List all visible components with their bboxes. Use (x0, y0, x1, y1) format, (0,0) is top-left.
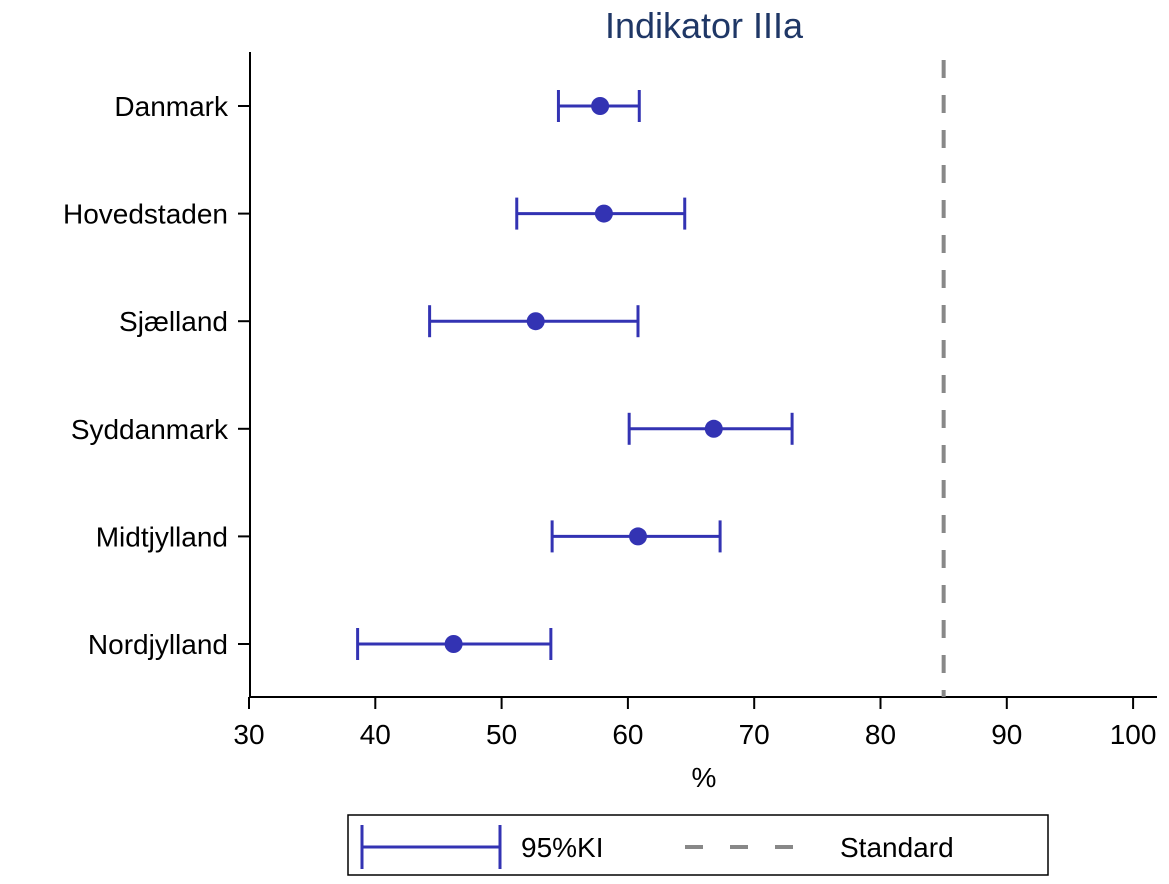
y-tick-label: Midtjylland (96, 521, 228, 552)
y-tick-label: Danmark (114, 91, 229, 122)
x-tick-label: 30 (233, 719, 264, 750)
legend: 95%KI Standard (347, 814, 1049, 876)
legend-standard-label: Standard (840, 832, 954, 863)
y-tick-label: Nordjylland (88, 629, 228, 660)
x-tick-label: 100 (1110, 719, 1157, 750)
point-estimate (594, 204, 613, 223)
chart-title: Indikator IIIa (605, 5, 804, 46)
point-estimate (704, 419, 723, 438)
marks (356, 60, 946, 697)
legend-ci-label: 95%KI (521, 832, 604, 863)
x-axis-label: % (692, 762, 717, 793)
point-estimate (526, 312, 545, 331)
legend-ci-swatch (360, 825, 502, 869)
point-estimate (444, 635, 463, 653)
point-estimate (591, 97, 610, 115)
axes: 30 40 50 60 70 80 90 100 Danmark Hovedstaden Sjæll… (63, 52, 1157, 750)
y-tick-label: Sjælland (119, 306, 228, 337)
x-tick-label: 80 (865, 719, 896, 750)
y-tick-label: Syddanmark (71, 414, 229, 445)
x-tick-label: 90 (991, 719, 1022, 750)
x-tick-label: 50 (486, 719, 517, 750)
x-tick-label: 70 (739, 719, 770, 750)
y-tick-label: Hovedstaden (63, 199, 228, 230)
point-estimate (629, 527, 648, 546)
x-tick-label: 60 (612, 719, 643, 750)
x-tick-label: 40 (360, 719, 391, 750)
